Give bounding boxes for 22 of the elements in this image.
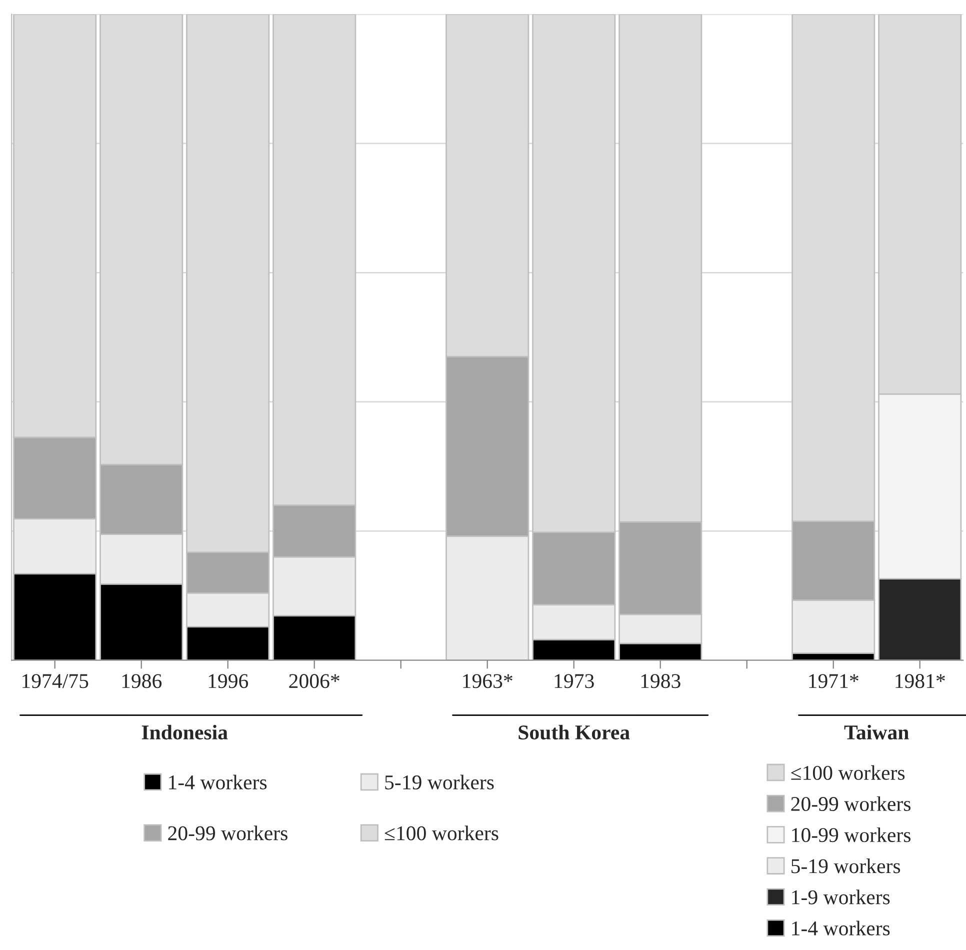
x-tick-label: 1996 (208, 674, 248, 688)
legend-label: ≤100 workers (791, 765, 905, 780)
legend-label: 20-99 workers (791, 796, 910, 812)
x-tick-label: 1986 (122, 674, 162, 688)
legend-label: 5-19 workers (385, 774, 494, 790)
text: 20-99 workers (168, 826, 288, 840)
x-tick-label: 1973 (554, 674, 594, 688)
x-tick-label: 1981* (896, 674, 945, 688)
legend-label: 1-4 workers (169, 774, 267, 790)
text: 5-19 workers (792, 858, 900, 874)
text: Taiwan (844, 724, 909, 740)
legend-label: 10-99 workers (792, 827, 910, 842)
text: Indonesia (142, 724, 228, 740)
x-tick-label: 1971* (809, 674, 858, 688)
text: ≤100 workers (384, 826, 498, 840)
text: 1-4 workers (792, 920, 890, 936)
legend-label: 1-9 workers (792, 890, 890, 904)
x-tick-label: 1963* (463, 674, 512, 688)
x-tick-label: 2006* (289, 674, 340, 688)
text: South Korea (518, 724, 630, 740)
x-tick-label: 1983 (641, 674, 680, 688)
x-tick-label: 1974/75 (22, 674, 88, 688)
